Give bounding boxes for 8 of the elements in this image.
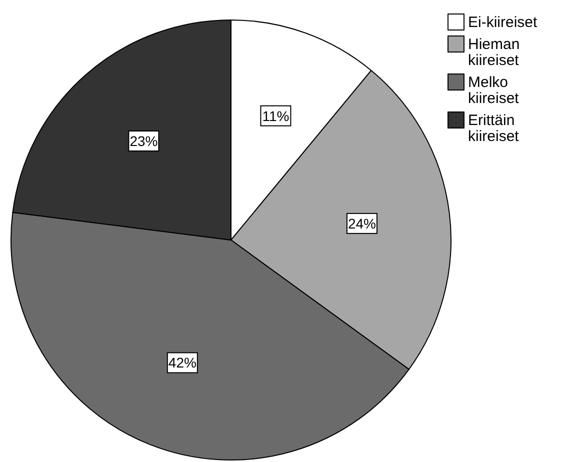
legend-label: Melko kiireiset	[468, 74, 520, 107]
legend-label: Erittäin kiireiset	[468, 112, 520, 145]
legend-label: Hieman kiireiset	[468, 36, 520, 69]
data-label: 24%	[348, 215, 376, 232]
data-label: 42%	[168, 354, 196, 371]
legend-label: Ei-kiireiset	[468, 14, 538, 31]
data-label: 11%	[262, 108, 290, 124]
data-label: 23%	[130, 132, 158, 149]
